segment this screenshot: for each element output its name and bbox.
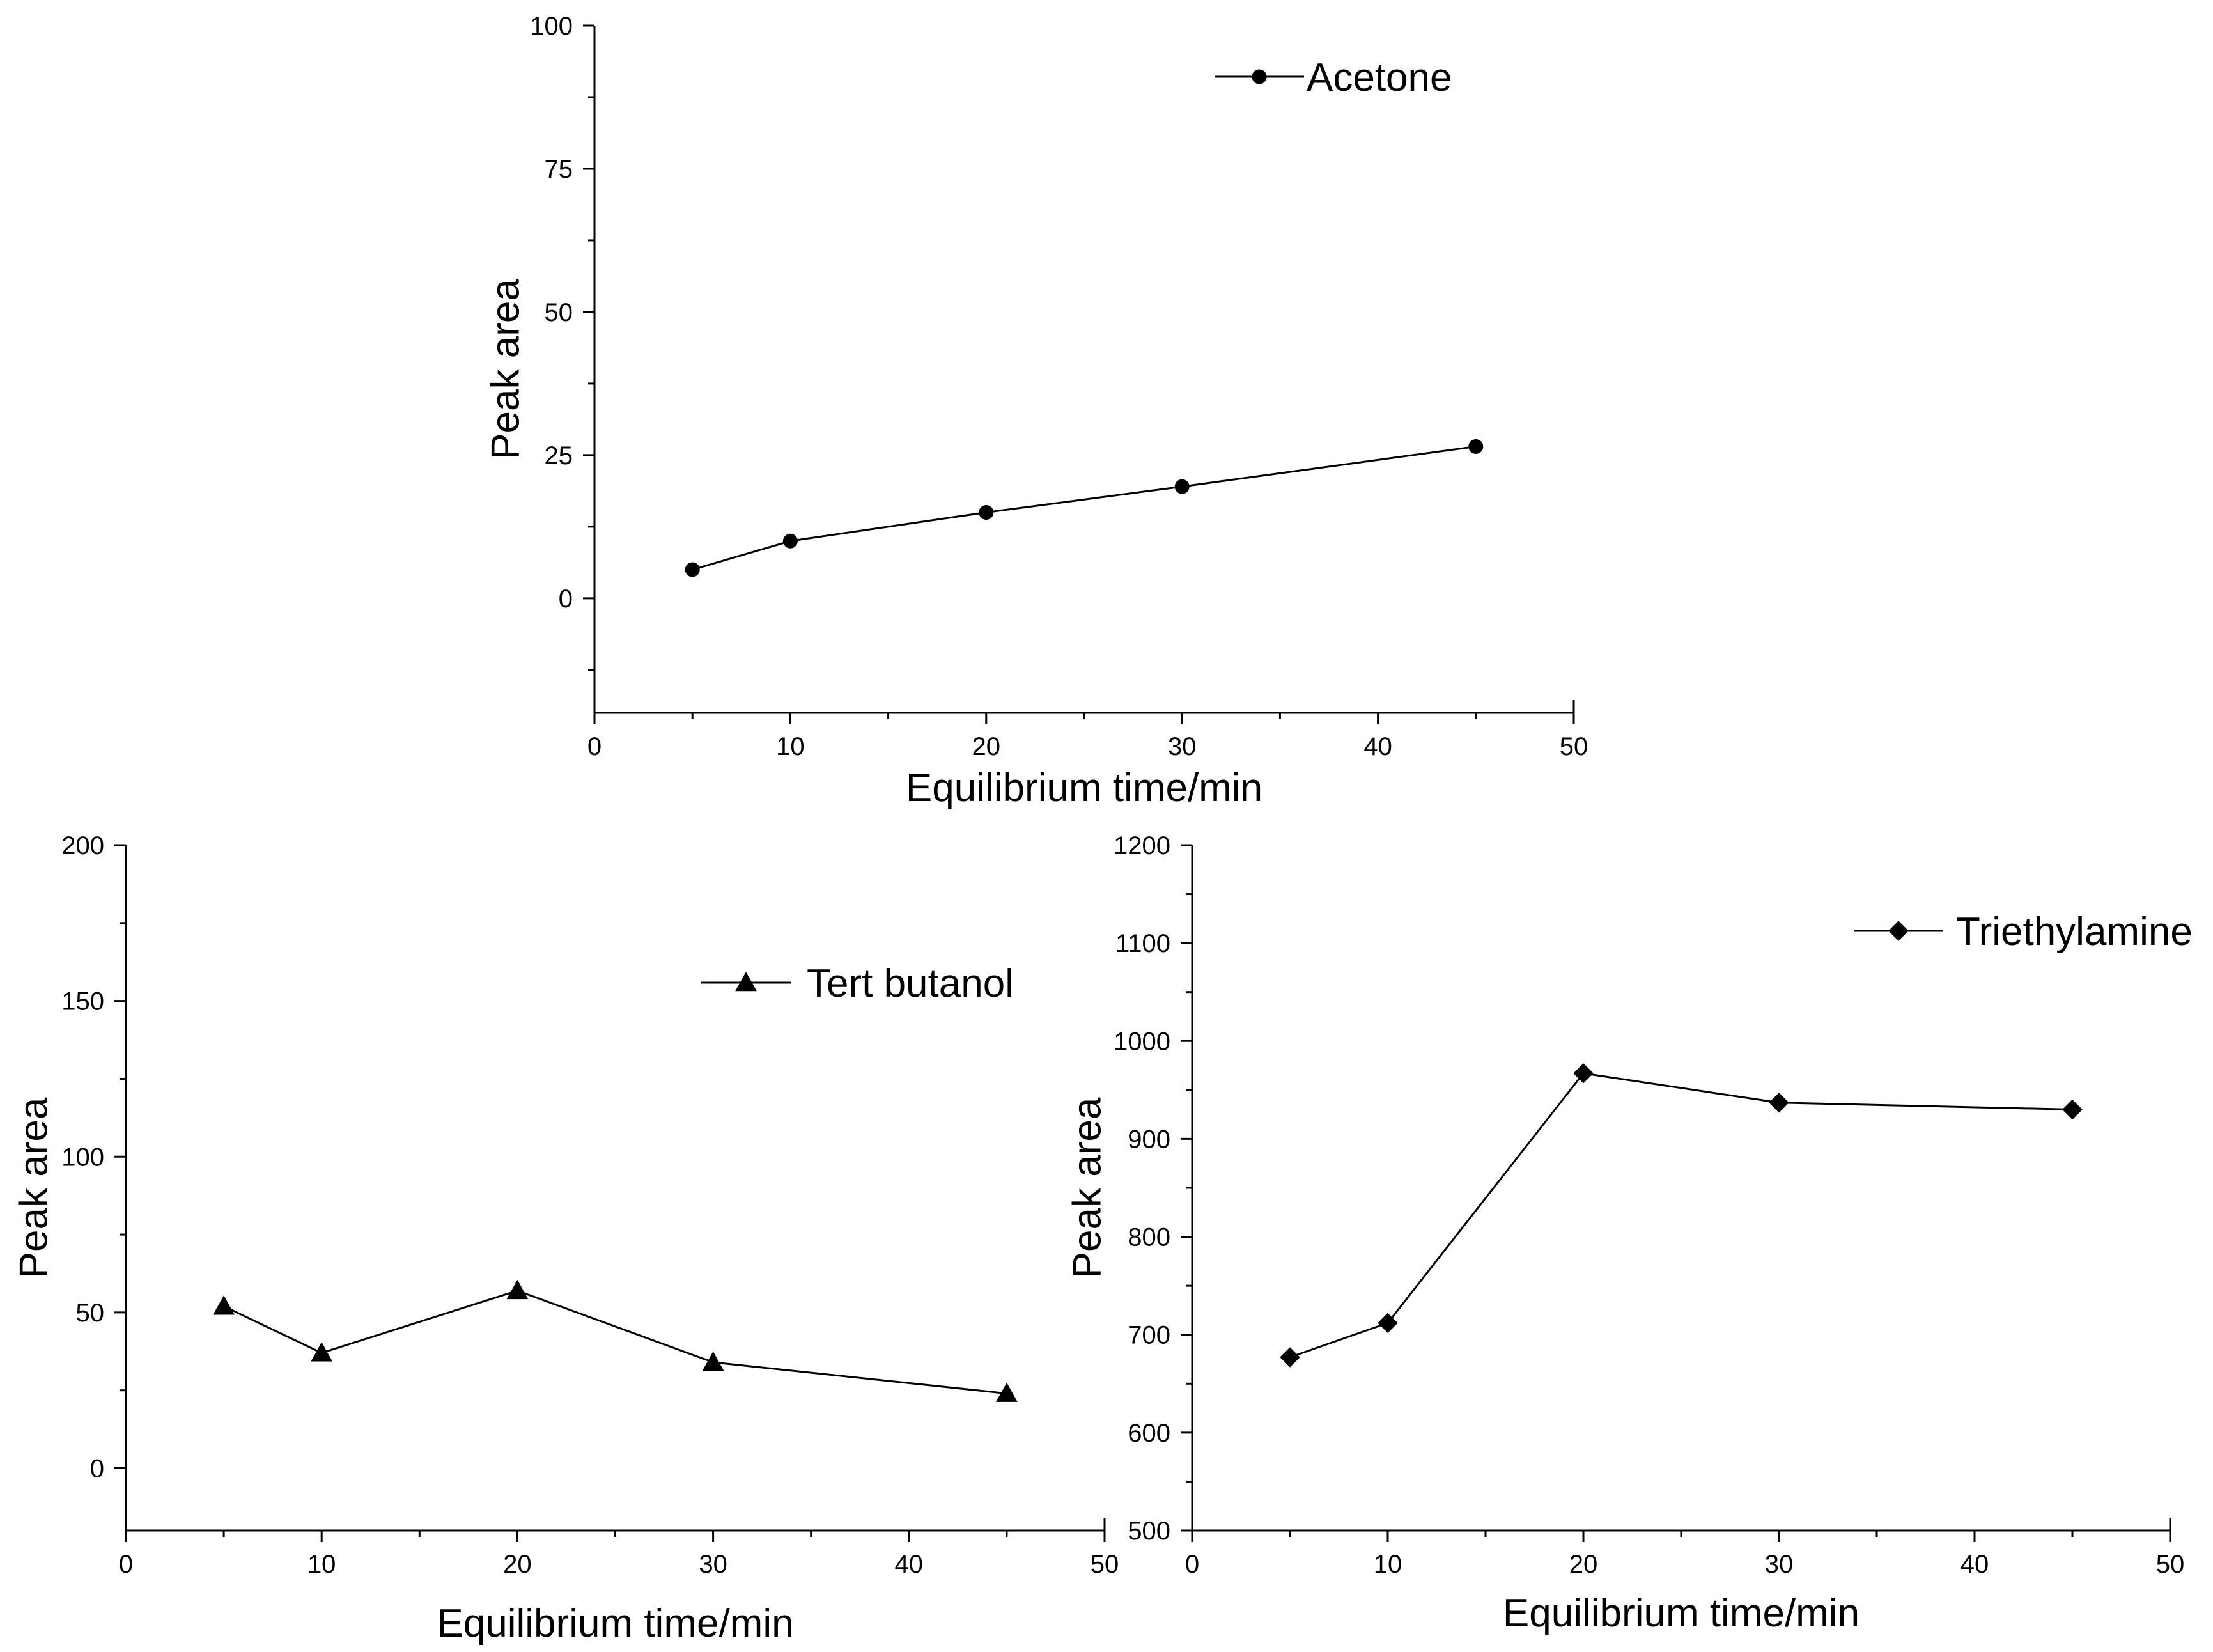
y-tick-label: 1200: [1114, 832, 1170, 860]
series-line: [692, 445, 1477, 571]
x-tick-label: 50: [1091, 1550, 1119, 1578]
axes: [125, 845, 1106, 1532]
y-tick-label: 50: [545, 299, 573, 327]
legend-label: Acetone: [1307, 56, 1452, 100]
x-tick-label: 0: [119, 1550, 133, 1578]
x-tick-label: 10: [307, 1550, 336, 1578]
x-axis-title: Equilibrium time/min: [437, 1601, 793, 1646]
x-tick-label: 50: [2156, 1550, 2185, 1578]
x-tick-label: 40: [1961, 1550, 1989, 1578]
x-tick-label: 20: [503, 1550, 532, 1578]
y-tick-label: 25: [545, 442, 573, 470]
x-tick-label: 10: [776, 733, 805, 761]
y-tick-label: 700: [1128, 1321, 1170, 1350]
y-tick-label: 1100: [1115, 930, 1170, 958]
y-tick-label: 75: [545, 155, 573, 183]
axes: [593, 26, 1575, 714]
y-axis-title: Peak area: [484, 279, 528, 460]
y-tick-label: 50: [76, 1299, 105, 1327]
x-tick-label: 30: [699, 1550, 727, 1578]
legend-marker: [1252, 69, 1267, 84]
y-tick-label: 500: [1128, 1517, 1170, 1545]
series-line: [1289, 1072, 2073, 1359]
chart-tert-butanol: 0 10 20 30 40 50 0 50 100 150 200 Equilibrium time/…: [12, 832, 1119, 1646]
x-tick-label: 10: [1374, 1550, 1402, 1578]
x-tick-label: 40: [895, 1550, 924, 1578]
triangle-marker-1: [311, 1342, 333, 1362]
diamond-marker-0: [1280, 1347, 1300, 1368]
diamond-marker-4: [2062, 1099, 2083, 1120]
y-axis-title: Peak area: [1066, 1097, 1110, 1278]
x-tick-label: 0: [587, 733, 602, 761]
x-axis-title: Equilibrium time/min: [1503, 1591, 1860, 1635]
legend-label: Triethylamine: [1956, 910, 2193, 954]
triangle-marker-2: [506, 1279, 529, 1300]
y-tick-label: 1000: [1114, 1027, 1170, 1056]
x-tick-label: 20: [972, 733, 1001, 761]
diamond-marker-1: [1378, 1313, 1398, 1334]
circle-marker-2: [979, 504, 994, 520]
legend: Triethylamine: [1854, 910, 2193, 954]
y-tick-label: 150: [61, 988, 104, 1016]
chart-triethylamine: 0 10 20 30 40 50 500 600 700 800 900 1000 1100 1200 Eq…: [1066, 832, 2193, 1635]
y-tick-label: 0: [90, 1455, 104, 1483]
y-axis-title: Peak area: [12, 1097, 56, 1278]
legend: Acetone: [1215, 56, 1452, 100]
circle-marker-1: [782, 533, 798, 549]
x-tick-label: 0: [1185, 1550, 1199, 1578]
triangle-marker-0: [213, 1295, 235, 1315]
y-tick-label: 200: [61, 832, 104, 860]
x-tick-label: 30: [1168, 733, 1197, 761]
x-tick-label: 20: [1569, 1550, 1598, 1578]
x-tick-label: 50: [1560, 733, 1588, 761]
y-tick-label: 800: [1128, 1224, 1170, 1252]
circle-marker-3: [1174, 479, 1190, 494]
triangle-marker-4: [996, 1382, 1018, 1402]
series-line: [223, 1290, 1007, 1395]
y-tick-label: 900: [1128, 1125, 1170, 1153]
y-tick-label: 600: [1128, 1419, 1170, 1447]
diamond-marker-2: [1573, 1063, 1594, 1084]
legend-marker: [735, 971, 757, 992]
triangle-marker-3: [702, 1351, 724, 1371]
x-axis-title: Equilibrium time/min: [906, 766, 1262, 810]
circle-marker-0: [685, 562, 700, 577]
x-tick-label: 30: [1765, 1550, 1794, 1578]
y-tick-label: 100: [61, 1143, 104, 1171]
legend-marker: [1888, 921, 1909, 941]
legend-label: Tert butanol: [807, 962, 1014, 1006]
y-tick-label: 0: [559, 585, 573, 613]
diamond-marker-3: [1769, 1093, 1789, 1113]
circle-marker-4: [1468, 439, 1484, 454]
chart-acetone: 0 10 20 30 40 50 0 25 50 75 100 Equilibrium time/mi…: [484, 12, 1588, 810]
legend: Tert butanol: [701, 962, 1014, 1006]
y-tick-label: 100: [530, 12, 573, 40]
x-tick-label: 40: [1363, 733, 1392, 761]
